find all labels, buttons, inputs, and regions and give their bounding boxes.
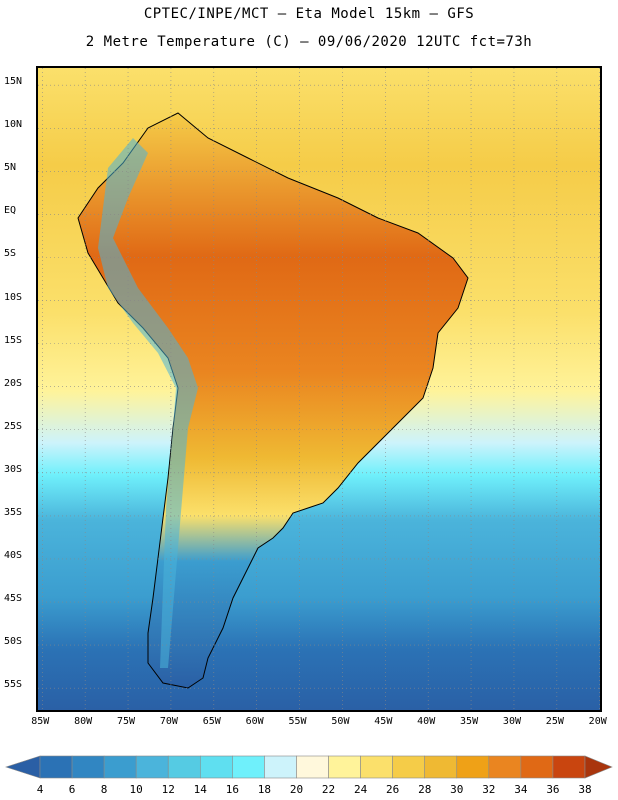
latitude-tick-label: EQ — [4, 205, 17, 217]
colorbar-tick-label: 22 — [321, 783, 336, 796]
longitude-tick-label: 85W — [31, 716, 50, 727]
colorbar-tick-label: 28 — [418, 783, 432, 796]
colorbar-tick-label: 24 — [353, 783, 368, 796]
longitude-tick-label: 35W — [460, 716, 479, 727]
longitude-tick-label: 65W — [202, 716, 221, 727]
colorbar-swatch — [552, 755, 586, 779]
latitude-tick-label: 55S — [4, 679, 23, 691]
temperature-map — [38, 68, 600, 710]
latitude-tick-label: 10N — [4, 119, 23, 131]
longitude-tick-label: 20W — [588, 716, 607, 727]
colorbar-tick-label: 26 — [386, 783, 400, 796]
colorbar-swatch — [71, 755, 105, 779]
colorbar-swatch — [424, 755, 458, 779]
colorbar-tick-label: 8 — [100, 783, 108, 796]
colorbar-tick-label: 20 — [289, 783, 304, 796]
latitude-tick-label: 25S — [4, 420, 23, 432]
colorbar-tick-label: 34 — [514, 783, 528, 796]
latitude-tick-label: 15S — [4, 334, 23, 346]
colorbar-tick-label: 16 — [225, 783, 239, 796]
colorbar-high-arrow — [584, 755, 613, 779]
colorbar-swatch — [488, 755, 522, 779]
latitude-tick-label: 20S — [4, 377, 23, 389]
colorbar-tick-label: 38 — [578, 783, 592, 796]
latitude-tick-label: 10S — [4, 291, 23, 303]
longitude-tick-label: 30W — [502, 716, 521, 727]
longitude-tick-label: 80W — [74, 716, 93, 727]
map-title-line1: CPTEC/INPE/MCT – Eta Model 15km – GFS — [143, 6, 475, 22]
colorbar-swatch — [456, 755, 490, 779]
longitude-tick-label: 70W — [159, 716, 178, 727]
longitude-tick-label: 40W — [417, 716, 436, 727]
latitude-tick-label: 45S — [4, 593, 23, 605]
colorbar-swatch — [520, 755, 554, 779]
colorbar-tick-label: 4 — [36, 783, 44, 796]
colorbar-swatch — [167, 755, 201, 779]
latitude-tick-label: 30S — [4, 463, 23, 475]
colorbar-swatch — [264, 755, 297, 779]
colorbar-swatch — [296, 755, 329, 779]
colorbar-low-arrow — [5, 755, 41, 779]
colorbar-swatch — [39, 755, 73, 779]
latitude-tick-label: 5N — [4, 162, 17, 174]
colorbar-swatch — [232, 755, 265, 779]
andes-highlands — [98, 138, 198, 668]
map-panel — [36, 66, 602, 712]
temperature-colorbar — [5, 755, 613, 779]
colorbar-tick-label: 32 — [482, 783, 496, 796]
colorbar-swatch — [328, 755, 361, 779]
colorbar-tick-label: 30 — [450, 783, 464, 796]
colorbar-tick-label: 12 — [161, 783, 175, 796]
map-title-line2: 2 Metre Temperature (C) – 09/06/2020 12U… — [85, 34, 533, 50]
colorbar-tick-label: 14 — [193, 783, 207, 796]
latitude-tick-label: 40S — [4, 549, 23, 561]
latitude-tick-label: 15N — [4, 76, 23, 88]
colorbar-swatch — [135, 755, 169, 779]
colorbar-tick-label: 10 — [129, 783, 143, 796]
longitude-tick-label: 25W — [545, 716, 564, 727]
longitude-tick-label: 60W — [245, 716, 264, 727]
colorbar-tick-label: 36 — [546, 783, 560, 796]
colorbar-swatch — [103, 755, 137, 779]
latitude-tick-label: 5S — [4, 248, 17, 260]
longitude-tick-label: 45W — [374, 716, 393, 727]
latitude-tick-label: 35S — [4, 506, 23, 518]
latitude-tick-label: 50S — [4, 636, 23, 648]
colorbar-tick-label: 18 — [257, 783, 272, 796]
longitude-tick-label: 75W — [117, 716, 136, 727]
colorbar-tick-label: 6 — [68, 783, 76, 796]
colorbar-swatch — [199, 755, 233, 779]
longitude-tick-label: 55W — [288, 716, 307, 727]
colorbar-swatch — [392, 755, 426, 779]
colorbar-swatch — [360, 755, 393, 779]
longitude-tick-label: 50W — [331, 716, 350, 727]
